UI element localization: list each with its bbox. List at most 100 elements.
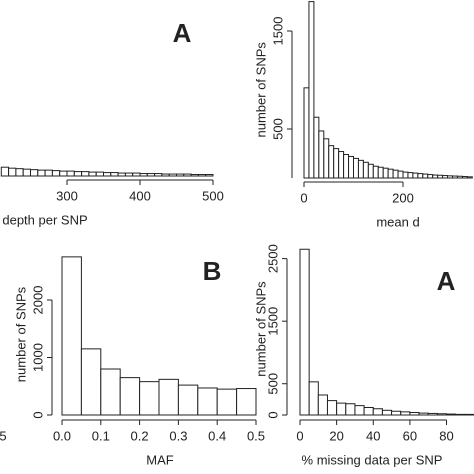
- bar: [354, 405, 365, 416]
- x-axis-title: mean d: [376, 214, 419, 229]
- bar: [132, 172, 141, 177]
- bar: [88, 171, 97, 177]
- y-tick-label: 0: [265, 411, 280, 418]
- y-tick-label: 500: [270, 118, 285, 140]
- bar: [466, 176, 473, 179]
- x-axis-title: depth per SNP: [2, 212, 87, 227]
- bar: [326, 400, 338, 416]
- bar: [8, 167, 17, 177]
- bar: [427, 412, 438, 416]
- bar: [381, 409, 393, 416]
- x-tick-label: 40: [366, 428, 380, 443]
- x-tick-label: 0: [296, 428, 303, 443]
- bar: [392, 169, 399, 179]
- bar: [446, 413, 457, 416]
- x-tick-label: 80: [439, 428, 453, 443]
- bar: [205, 174, 214, 177]
- bar: [44, 169, 53, 177]
- y-tick-label: 2500: [265, 244, 280, 273]
- x-tick-label: 0.5: [247, 428, 265, 443]
- bar: [422, 173, 429, 179]
- bar: [176, 173, 185, 177]
- bar: [168, 173, 177, 177]
- bar: [100, 368, 121, 416]
- panel-letter: A: [173, 18, 192, 48]
- bar: [461, 176, 468, 179]
- x-axis-title: % missing data per SNP: [302, 452, 443, 467]
- bar: [455, 413, 466, 416]
- x-axis-title: MAF: [146, 452, 174, 467]
- x-tick-label: 0.3: [169, 428, 187, 443]
- bar: [117, 172, 126, 177]
- bar: [80, 348, 102, 416]
- bar: [61, 256, 82, 416]
- bar: [412, 172, 419, 179]
- bar: [139, 381, 160, 416]
- bar: [303, 87, 310, 179]
- y-tick-label: 1000: [30, 343, 45, 372]
- bar: [95, 171, 104, 177]
- bar: [402, 171, 409, 179]
- bar: [432, 174, 439, 179]
- bar: [442, 175, 449, 179]
- y-tick-label: 500: [265, 373, 280, 395]
- bar: [367, 163, 374, 179]
- bar: [323, 138, 330, 179]
- bar: [197, 174, 207, 177]
- bar: [51, 170, 61, 177]
- bar: [391, 410, 402, 416]
- bar: [73, 171, 83, 177]
- bar: [183, 173, 192, 177]
- x-tick-label: 0: [300, 190, 307, 205]
- bar: [427, 174, 434, 179]
- bar: [382, 167, 389, 179]
- x-tick-label: 300: [56, 188, 78, 203]
- x-tick-label: 0.0: [53, 428, 71, 443]
- bar: [299, 248, 310, 416]
- x-tick-label: 400: [129, 188, 151, 203]
- bar: [333, 148, 340, 179]
- bar: [0, 166, 10, 177]
- bar: [363, 406, 374, 416]
- bar: [236, 388, 257, 416]
- bar: [30, 169, 39, 177]
- y-axis-title: number of SNPs: [13, 286, 28, 382]
- x-tick-label: 20: [329, 428, 343, 443]
- bar: [400, 411, 411, 416]
- y-tick-label: 1500: [265, 307, 280, 336]
- bar: [328, 145, 335, 179]
- y-tick-label: 2000: [30, 286, 45, 315]
- bar: [15, 168, 24, 177]
- x-tick-label: 60: [403, 428, 417, 443]
- bar: [418, 412, 429, 416]
- bar: [357, 159, 364, 179]
- bar: [190, 174, 199, 177]
- x-tick-label: 200: [392, 190, 414, 205]
- bar: [216, 388, 238, 416]
- panel-letter: A: [437, 266, 456, 296]
- bar: [158, 378, 179, 416]
- bar: [110, 172, 119, 177]
- bar: [362, 161, 369, 179]
- y-axis-title: number of SNPs: [253, 281, 268, 377]
- bar: [464, 413, 474, 416]
- x-tick-label: 500: [202, 188, 224, 203]
- bar: [353, 157, 359, 179]
- x-tick-label: 0.1: [92, 428, 110, 443]
- panel-letter: B: [203, 256, 222, 286]
- bar: [37, 169, 46, 177]
- bar: [417, 173, 424, 179]
- bar: [146, 173, 156, 177]
- y-axis-title: number of SNPs: [253, 42, 268, 138]
- bar: [387, 168, 394, 179]
- bar: [372, 165, 379, 179]
- bar: [139, 173, 148, 177]
- bar: [397, 170, 404, 179]
- bar: [436, 413, 448, 416]
- bar: [348, 155, 354, 179]
- bar: [318, 130, 325, 179]
- bar: [154, 173, 163, 177]
- bar: [308, 381, 319, 416]
- bar: [372, 408, 383, 416]
- bar: [437, 174, 444, 179]
